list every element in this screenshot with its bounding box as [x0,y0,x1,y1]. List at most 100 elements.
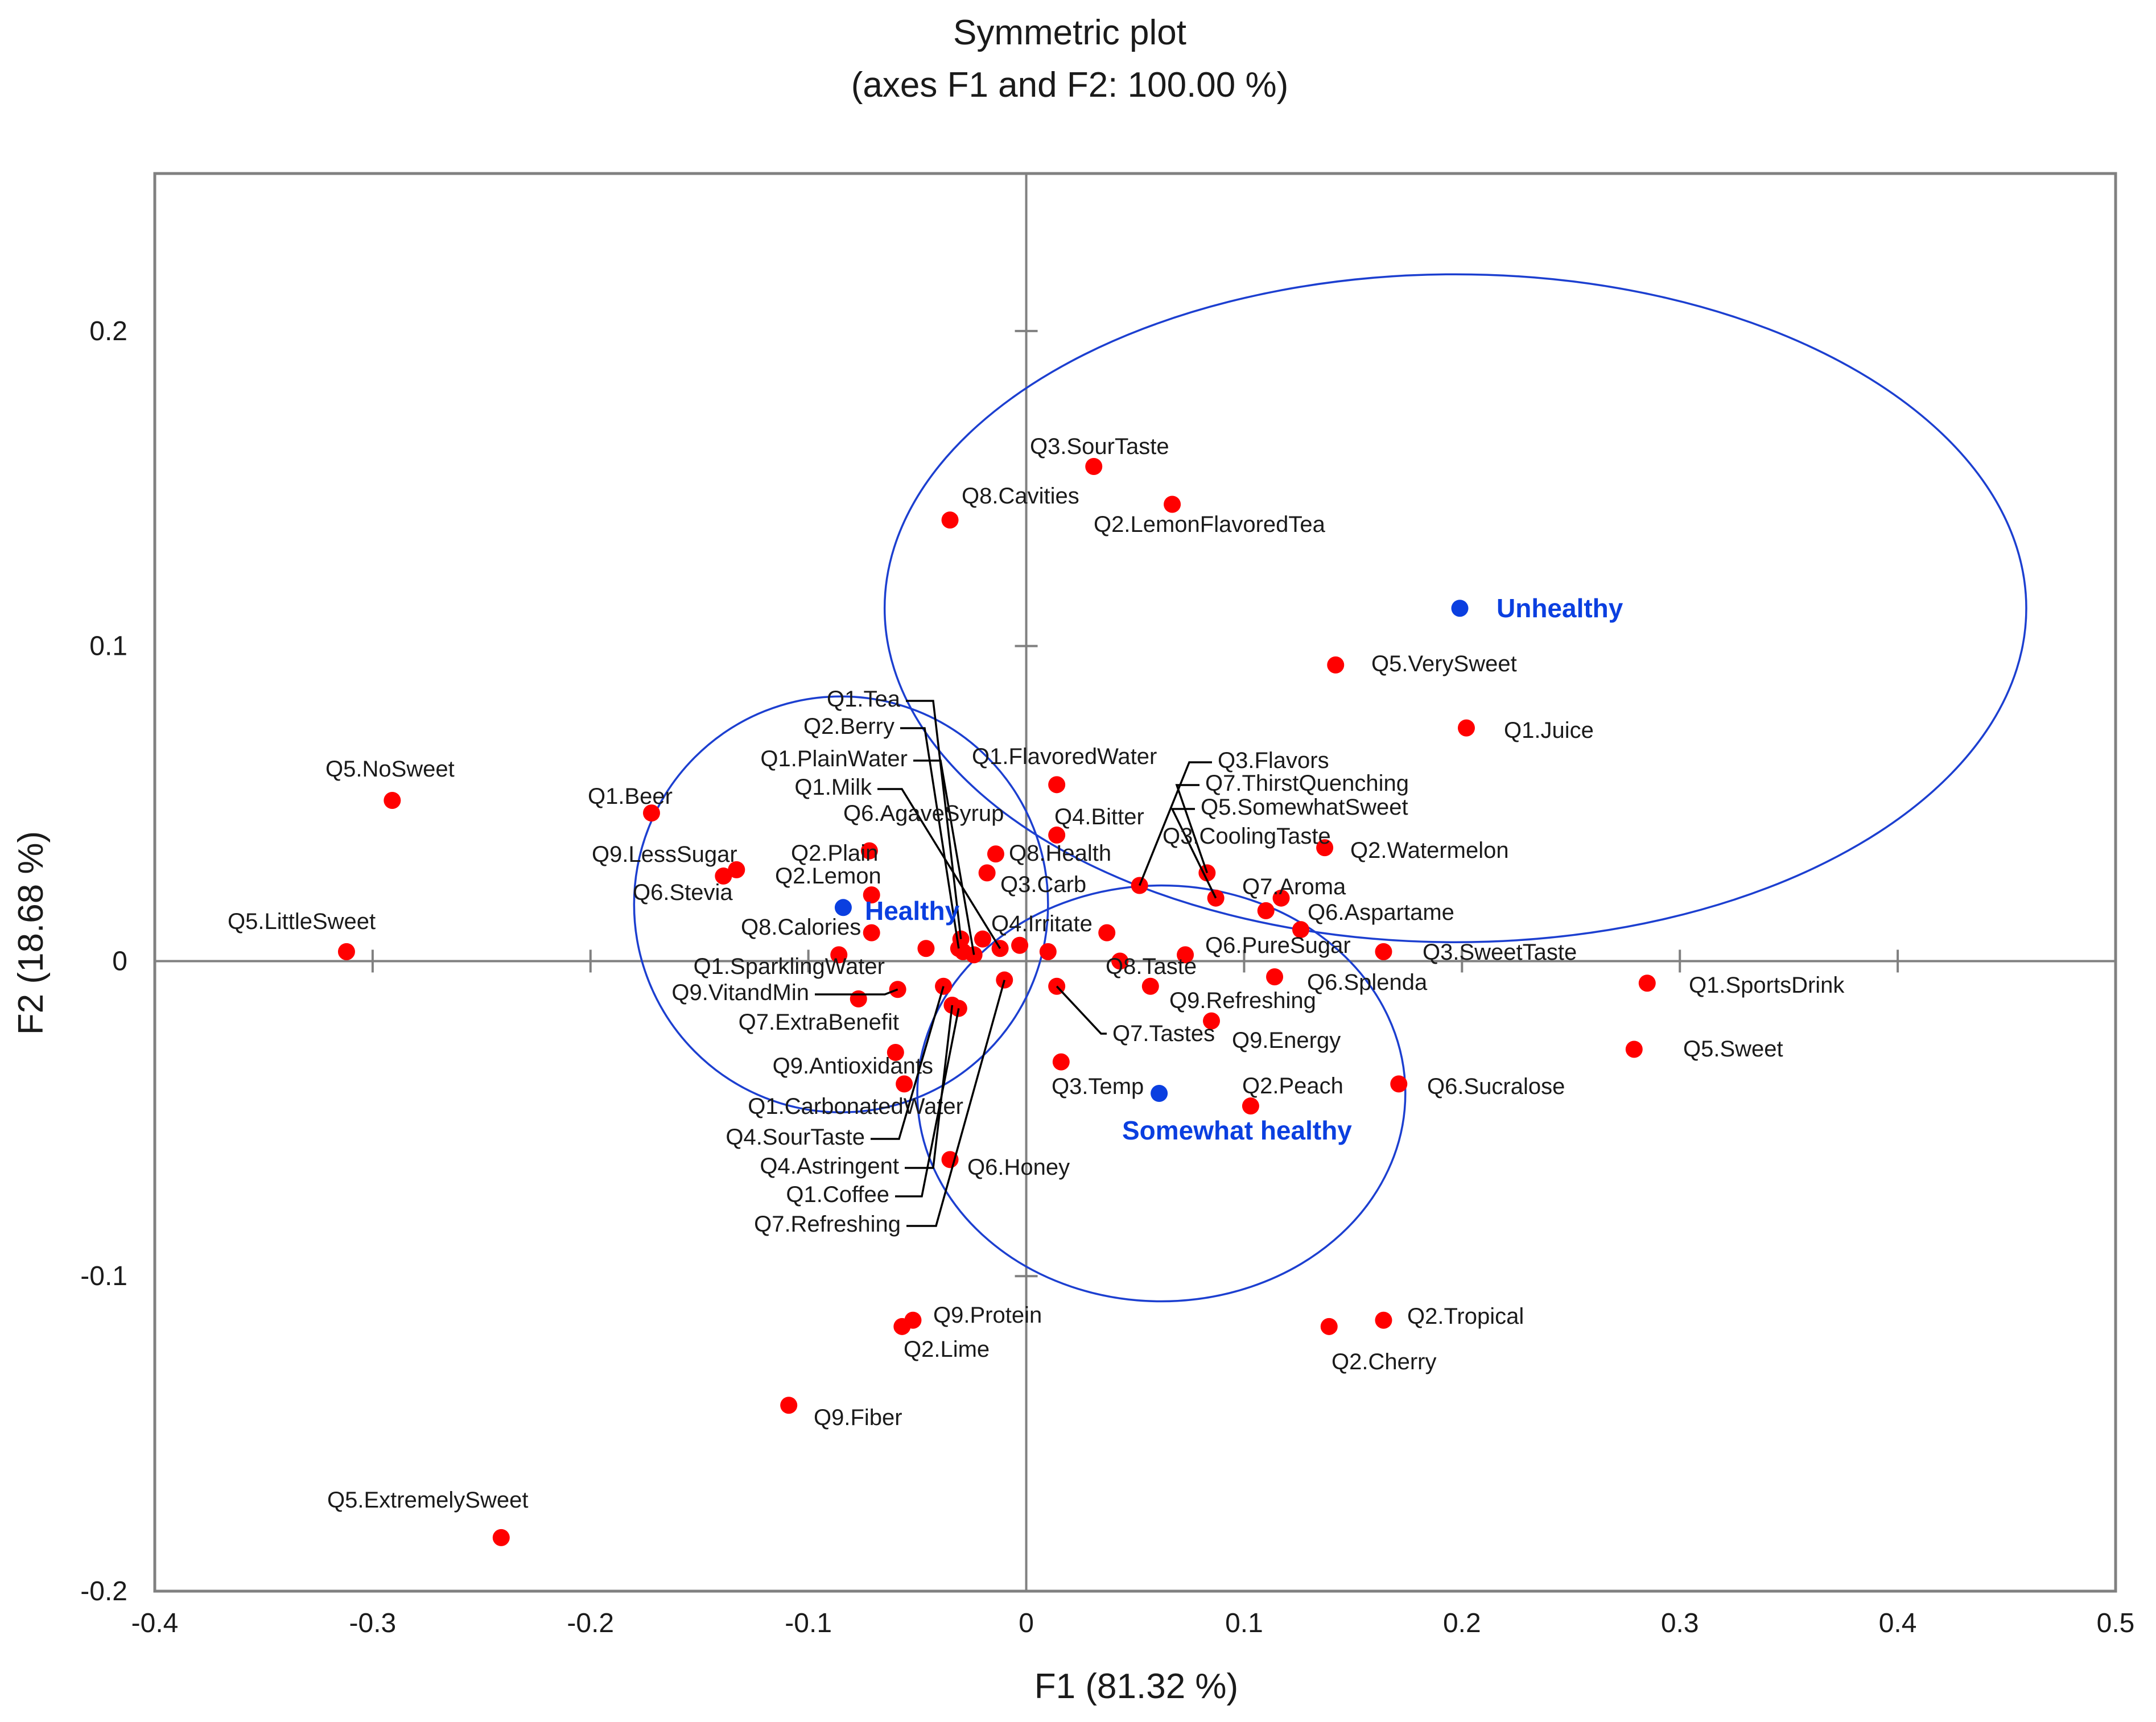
leader-line [900,727,960,949]
point-label: Q2.Tropical [1407,1304,1524,1329]
point-label: Q6.Honey [967,1155,1070,1180]
attribute-point [1011,936,1029,954]
point-label: Q8.Taste [1106,954,1197,979]
point-labels: Q3.SourTaste Q8.Cavities Q2.LemonFlavoredT… [228,434,1845,1513]
plot-frame [153,172,2117,1593]
point-label: Q8.Cavities [962,484,1079,509]
point-label: Q1.FlavoredWater [972,744,1157,769]
axes: -0.4 -0.3 -0.2 -0.1 0 0.1 0.2 0.3 0.4 0.5 -0.2 -0.1… [80,174,2134,1638]
x-tick-label: 0.2 [1443,1608,1481,1638]
attribute-point [887,1044,904,1062]
point-label: Q6.Stevia [633,880,733,905]
attribute-point [863,924,880,941]
x-tick-label: 0 [1019,1608,1034,1638]
x-axis-title: F1 (81.32 %) [1034,1667,1238,1706]
attribute-point [1327,656,1345,674]
point-label: Q1.Coffee [786,1182,889,1207]
attribute-point [728,861,745,878]
attribute-point [1638,974,1656,992]
point-label: Q3.Flavors [1218,748,1329,773]
attribute-point [978,864,996,882]
attribute-point [1375,943,1392,960]
point-label: Q3.SourTaste [1030,434,1169,459]
x-tick-label: -0.3 [349,1608,397,1638]
attribute-point [780,1397,798,1414]
point-label: Q5.LittleSweet [228,909,376,934]
point-label: Q2.Plain [791,841,878,866]
point-label: Q1.Beer [588,784,673,809]
group-label: Unhealthy [1497,593,1623,623]
point-label: Q7.ThirstQuenching [1205,771,1409,796]
attribute-point [987,845,1004,863]
leader-line [1139,761,1212,886]
leader-line [905,1005,954,1169]
point-label: Q7.Refreshing [754,1212,901,1237]
point-label: Q3.Temp [1052,1074,1144,1099]
attribute-point [1048,776,1066,794]
point-label: Q6.AgaveSyrup [843,801,1004,826]
attribute-point [896,1075,913,1093]
point-label: Q2.Cherry [1331,1349,1437,1374]
point-label: Q5.SomewhatSweet [1201,795,1408,820]
point-label: Q1.CarbonatedWater [748,1094,963,1119]
point-label: Q9.Fiber [814,1405,902,1430]
attribute-point [492,1529,510,1546]
attribute-point [860,842,878,860]
leader-line [815,988,898,996]
y-tick-label: -0.1 [80,1261,127,1291]
attribute-points [337,458,1656,1546]
point-label: Q1.SportsDrink [1689,973,1845,998]
point-label: Q5.VerySweet [1371,651,1517,676]
point-label: Q2.LemonFlavoredTea [1094,512,1326,537]
point-label: Q9.Antioxidants [773,1054,933,1079]
x-tick-label: -0.1 [785,1608,832,1638]
attribute-point [1292,921,1309,939]
group-label: Healthy [865,896,960,926]
ellipse-somewhat-healthy [916,884,1407,1303]
y-tick-label: 0.2 [89,316,127,346]
point-label: Q9.VitandMin [671,980,809,1005]
point-label: Q7.ExtraBenefit [739,1010,899,1035]
attribute-point [941,511,959,529]
y-axis-title: F2 (18.68 %) [11,831,51,1035]
point-label: Q9.Protein [933,1303,1042,1328]
attribute-point [1111,952,1129,970]
leader-line [913,759,975,955]
point-label: Q2.Watermelon [1350,838,1509,863]
attribute-point [1242,1097,1259,1115]
attribute-point [337,943,355,960]
point-label: Q1.Tea [827,687,901,712]
leader-line [1170,808,1217,899]
ellipse-healthy [633,695,1049,1114]
group-label: Somewhat healthy [1122,1116,1352,1145]
chart-title: Symmetric plot [953,13,1186,52]
group-points: Healthy Somewhat healthy Unhealthy [834,593,1623,1145]
y-tick-label: 0 [112,946,127,976]
attribute-point [1177,946,1194,964]
point-label: Q5.NoSweet [325,757,455,782]
attribute-point [850,990,867,1007]
point-label: Q2.Peach [1242,1073,1343,1099]
attribute-point [1141,977,1159,995]
point-label: Q8.Health [1009,841,1111,866]
group-point [834,899,852,916]
leader-line [906,700,962,939]
x-tick-label: 0.1 [1225,1608,1263,1638]
attribute-point [1257,902,1275,919]
chart-subtitle: (axes F1 and F2: 100.00 %) [851,65,1289,105]
point-label: Q1.Milk [794,775,872,800]
attribute-point [863,886,880,904]
attribute-point [1052,1053,1070,1071]
group-point [1151,1085,1168,1102]
attribute-point [1039,943,1057,960]
x-tick-label: 0.3 [1661,1608,1699,1638]
attribute-point [384,792,401,810]
attribute-point [1272,889,1290,907]
attribute-point [1625,1040,1643,1058]
point-label: Q2.Lemon [775,864,881,889]
group-point [1451,600,1469,617]
attribute-point [1390,1075,1408,1093]
point-label: Q2.Lime [904,1337,990,1362]
attribute-point [642,804,660,822]
